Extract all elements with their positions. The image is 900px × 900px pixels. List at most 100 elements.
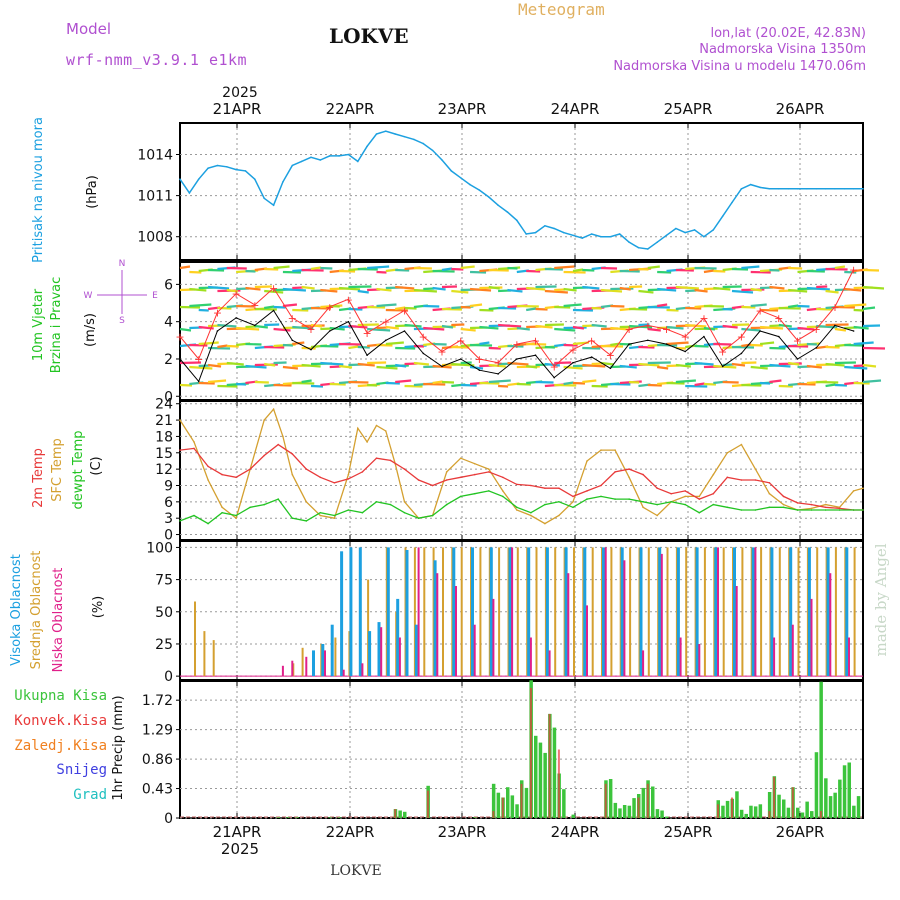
sfc-temp-line-point bbox=[179, 419, 181, 421]
pressure-line-point bbox=[197, 178, 200, 180]
wind-arrow bbox=[563, 343, 578, 347]
wind-arrow bbox=[544, 323, 564, 327]
wind-arrow bbox=[264, 323, 280, 327]
wind-arrow bbox=[741, 265, 760, 270]
cloud-high-bar bbox=[377, 622, 381, 677]
wind-arrow bbox=[423, 382, 446, 386]
date-tick-label: 21APR bbox=[213, 100, 262, 118]
temp2m-line-point bbox=[838, 507, 841, 510]
wind-arrow bbox=[507, 327, 519, 331]
temp2m-line-point bbox=[305, 468, 308, 470]
dewpt-line-point bbox=[459, 495, 462, 498]
wind-arrow bbox=[329, 382, 346, 386]
wind-arrow bbox=[404, 384, 423, 388]
pressure-line-point bbox=[740, 188, 743, 190]
wind-gust-marker: + bbox=[288, 312, 297, 325]
sfc-temp-line-point bbox=[272, 408, 275, 411]
wind-gust-marker: + bbox=[755, 304, 764, 317]
wind-arrow bbox=[554, 288, 566, 292]
wind-arrow bbox=[264, 289, 284, 294]
wind-arrow bbox=[320, 361, 344, 366]
temp2m-line-point bbox=[642, 473, 644, 476]
wind-arrow bbox=[610, 304, 625, 308]
wind-arrow bbox=[301, 379, 312, 384]
precip-conv-bar bbox=[548, 713, 551, 818]
wind-gust-marker: + bbox=[306, 323, 315, 336]
sfc-temp-line-point bbox=[375, 424, 378, 427]
precip-conv-bar bbox=[717, 804, 719, 818]
wind-arrow bbox=[806, 286, 830, 291]
wind-gust-marker: + bbox=[662, 323, 671, 336]
wind-arrow bbox=[778, 384, 793, 388]
dewpt-line-point bbox=[193, 514, 195, 517]
cloud-high-bar bbox=[358, 547, 362, 677]
wind-gust-marker: + bbox=[325, 301, 334, 314]
wind-arrow bbox=[357, 345, 370, 349]
dewpt-line-point bbox=[403, 511, 406, 514]
wind-arrow bbox=[320, 288, 338, 293]
pressure-line-point bbox=[525, 233, 527, 235]
pressure-line-point bbox=[375, 133, 378, 135]
sfc-temp-line-point bbox=[628, 476, 630, 479]
wind-arrow bbox=[713, 364, 737, 369]
cloud-labels: Visoka Oblacnost Srednja Oblacnost Niska… bbox=[9, 551, 106, 673]
wind-gust-marker: + bbox=[400, 304, 409, 317]
wind-arrow bbox=[469, 287, 492, 292]
temp2m-line-point bbox=[291, 453, 294, 455]
temp2m-line-point bbox=[782, 495, 785, 498]
sfc-temp-line-point bbox=[852, 490, 855, 492]
wind-arrow bbox=[759, 341, 775, 346]
wind-arrow bbox=[282, 287, 306, 292]
wind-arrow bbox=[769, 268, 780, 272]
cloud-low-bar bbox=[623, 560, 626, 677]
wind-arrow bbox=[694, 266, 717, 270]
wind-arrow bbox=[703, 269, 715, 274]
precip-total-bar bbox=[753, 806, 758, 818]
temp2m-line-point bbox=[824, 506, 827, 509]
cloud-low-bar bbox=[698, 644, 701, 677]
dewpt-line-point bbox=[221, 511, 223, 514]
dewpt-line-point bbox=[445, 503, 448, 506]
precip-total-bar bbox=[721, 805, 725, 818]
cloud-high-bar bbox=[807, 547, 811, 677]
wind-speed-line-point bbox=[721, 365, 724, 368]
wind-arrow bbox=[741, 343, 752, 348]
cloud-high-bar bbox=[368, 631, 372, 677]
wind-arrow bbox=[769, 346, 786, 350]
temperature-series bbox=[179, 407, 864, 525]
wind-arrow bbox=[619, 269, 640, 273]
cloud-mid-bar bbox=[479, 547, 482, 677]
wind-arrow bbox=[526, 364, 538, 369]
wind-arrow bbox=[338, 286, 361, 291]
wind-arrow bbox=[320, 344, 339, 348]
y-tick-label: 6 bbox=[164, 277, 173, 293]
dewpt-line-point bbox=[530, 511, 532, 514]
wind-arrow bbox=[301, 285, 315, 290]
precip-total-bar bbox=[510, 795, 515, 818]
wind-arrow bbox=[236, 382, 247, 386]
wind-arrow bbox=[554, 305, 571, 309]
wind-arrow bbox=[816, 307, 833, 311]
cloud-mid-bar bbox=[442, 547, 444, 677]
pressure-line-point bbox=[459, 177, 462, 179]
temp2m-line-point bbox=[431, 484, 434, 487]
wind-arrow bbox=[750, 270, 771, 274]
temp2m-line-point bbox=[361, 471, 364, 473]
pressure-line-point bbox=[862, 188, 864, 190]
wind-arrow bbox=[825, 267, 848, 271]
wind-speed-line-point bbox=[197, 380, 200, 383]
wind-arrow bbox=[582, 268, 595, 272]
wind-arrow bbox=[273, 305, 286, 309]
wind-arrow bbox=[469, 365, 484, 370]
year-top: 2025 bbox=[222, 85, 258, 101]
cloud-mid-bar bbox=[629, 547, 632, 677]
temp2m-line-point bbox=[712, 492, 715, 495]
wind-gust-marker: + bbox=[213, 306, 222, 319]
temp2m-line-point bbox=[684, 490, 686, 492]
coords-text: lon,lat (20.02E, 42.83N) bbox=[710, 26, 866, 41]
precip-total-bar bbox=[403, 811, 407, 818]
temp2m-line-point bbox=[459, 476, 462, 479]
bottom-date-axis: 21APR 22APR 23APR 24APR 25APR 26APR bbox=[213, 823, 825, 841]
wind-gust-marker: + bbox=[456, 334, 465, 347]
pressure-line-point bbox=[712, 229, 715, 231]
